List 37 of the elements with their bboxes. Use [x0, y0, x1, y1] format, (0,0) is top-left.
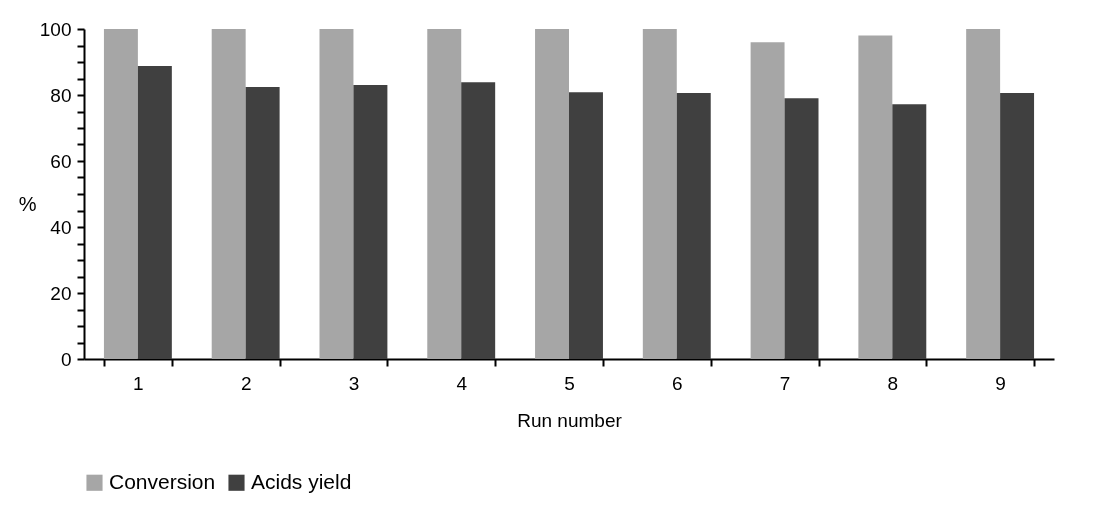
y-tick-label: 80	[50, 84, 72, 106]
bar	[137, 65, 172, 359]
x-tick-label: 5	[564, 372, 575, 394]
y-tick-label: 20	[50, 282, 72, 304]
x-axis-title: Run number	[517, 409, 623, 431]
bar	[427, 29, 462, 359]
bar	[569, 92, 603, 359]
y-tick-label: 60	[50, 150, 72, 172]
bar	[535, 29, 569, 359]
bar	[461, 82, 496, 359]
y-tick-label: 0	[60, 348, 72, 370]
y-tick-label: 40	[50, 216, 72, 238]
bar	[642, 29, 677, 359]
x-tick-label: 2	[240, 372, 252, 394]
x-tick-label: 7	[779, 372, 791, 394]
bar	[676, 93, 711, 359]
bar	[892, 104, 927, 359]
x-tick-label: 3	[348, 372, 360, 394]
bar	[319, 29, 354, 359]
legend-label: Conversion	[109, 469, 216, 493]
bar	[211, 29, 246, 359]
bar	[245, 87, 280, 359]
x-tick-label: 9	[995, 372, 1006, 394]
bar	[966, 29, 1001, 359]
x-tick-label: 4	[456, 372, 468, 394]
legend-label: Acids yield	[251, 469, 352, 493]
y-tick-label: 100	[39, 18, 72, 40]
bar	[750, 42, 785, 359]
x-tick-label: 1	[133, 372, 144, 394]
bar	[784, 98, 819, 359]
bar	[353, 85, 388, 359]
bar	[1000, 93, 1035, 359]
bar	[103, 29, 138, 359]
x-tick-label: 6	[671, 372, 683, 394]
x-tick-label: 8	[887, 372, 899, 394]
bar	[858, 35, 893, 359]
y-axis-title: %	[18, 192, 37, 215]
